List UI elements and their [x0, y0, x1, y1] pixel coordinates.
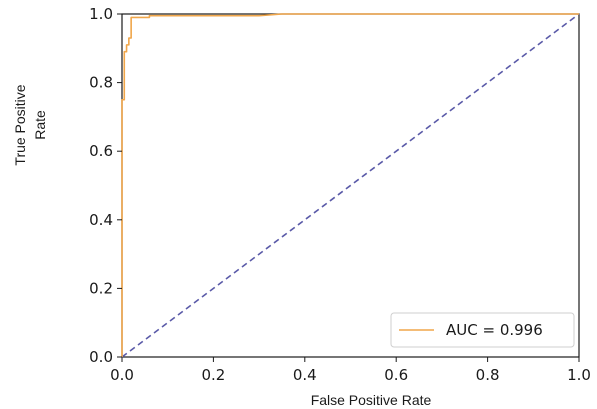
y-tick-label: 0.2 — [89, 279, 113, 297]
x-tick-label: 0.0 — [110, 366, 134, 384]
x-tick-label: 0.2 — [201, 366, 225, 384]
y-tick-label: 0.4 — [89, 211, 113, 229]
chance-line — [121, 13, 580, 358]
y-tick-label: 0.6 — [89, 142, 113, 160]
legend: AUC = 0.996 — [390, 312, 575, 348]
legend-label: AUC = 0.996 — [446, 321, 543, 339]
x-tick-label: 0.8 — [476, 366, 500, 384]
x-tick-label: 0.6 — [384, 366, 408, 384]
y-axis-label-line-1: True Positive — [12, 84, 28, 165]
roc-curve — [121, 13, 579, 357]
y-tick-label: 0.8 — [89, 74, 113, 92]
x-tick-label: 0.4 — [293, 366, 317, 384]
y-axis-label-line-2: Rate — [32, 110, 48, 140]
y-tick-label: 1.0 — [89, 5, 113, 23]
x-axis-ticks: 0.0 0.2 0.4 0.6 0.8 1.0 — [110, 357, 591, 384]
x-tick-label: 1.0 — [567, 366, 591, 384]
legend-box — [390, 312, 575, 348]
y-axis-ticks: 0.0 0.2 0.4 0.6 0.8 1.0 — [89, 5, 122, 366]
y-tick-label: 0.0 — [89, 348, 113, 366]
x-axis-label: False Positive Rate — [311, 392, 432, 408]
series-layer — [121, 13, 580, 358]
